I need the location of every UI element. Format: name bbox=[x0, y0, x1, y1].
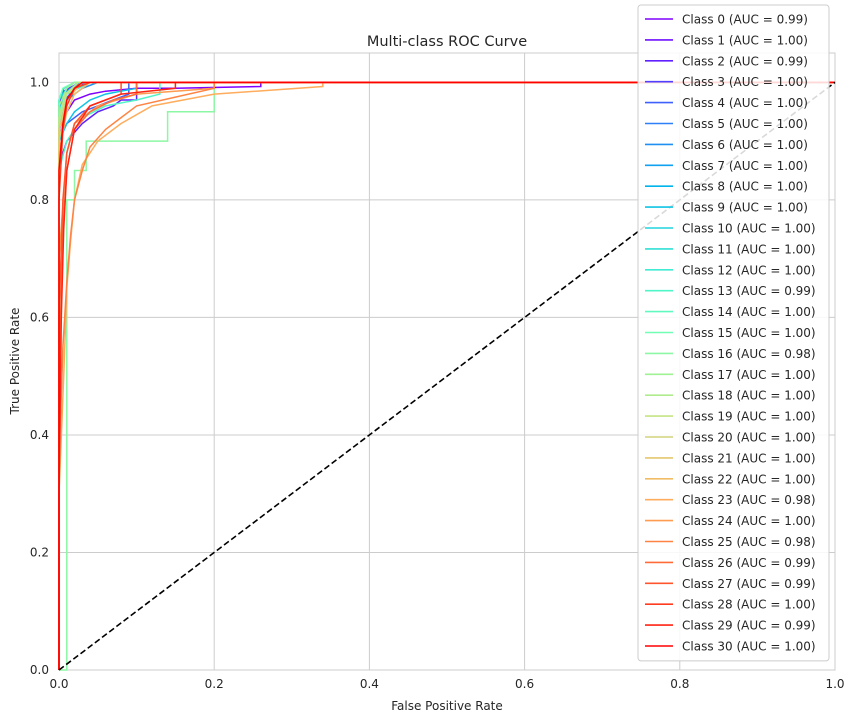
legend-label-class-13: Class 13 (AUC = 0.99) bbox=[682, 284, 816, 298]
legend-label-class-0: Class 0 (AUC = 0.99) bbox=[682, 13, 808, 27]
y-tick-label: 1.0 bbox=[30, 75, 49, 89]
x-tick-label: 0.6 bbox=[515, 677, 534, 691]
legend-label-class-25: Class 25 (AUC = 0.98) bbox=[682, 535, 816, 549]
legend-label-class-5: Class 5 (AUC = 1.00) bbox=[682, 117, 808, 131]
legend-label-class-3: Class 3 (AUC = 1.00) bbox=[682, 75, 808, 89]
y-tick-label: 0.0 bbox=[30, 663, 49, 677]
legend-label-class-2: Class 2 (AUC = 0.99) bbox=[682, 54, 808, 68]
legend-label-class-15: Class 15 (AUC = 1.00) bbox=[682, 326, 816, 340]
legend-box bbox=[637, 4, 830, 662]
legend-label-class-10: Class 10 (AUC = 1.00) bbox=[682, 222, 816, 236]
x-axis-label: False Positive Rate bbox=[391, 699, 503, 713]
legend-label-class-24: Class 24 (AUC = 1.00) bbox=[682, 514, 816, 528]
roc-curve-class-27 bbox=[58, 81, 835, 670]
legend-label-class-6: Class 6 (AUC = 1.00) bbox=[682, 138, 808, 152]
legend-label-class-30: Class 30 (AUC = 1.00) bbox=[682, 640, 816, 654]
legend-label-class-7: Class 7 (AUC = 1.00) bbox=[682, 159, 808, 173]
legend-label-class-12: Class 12 (AUC = 1.00) bbox=[682, 263, 816, 277]
x-tick-label: 0.2 bbox=[205, 677, 224, 691]
legend-label-class-29: Class 29 (AUC = 0.99) bbox=[682, 619, 816, 633]
x-tick-label: 0.0 bbox=[49, 677, 68, 691]
legend-label-class-8: Class 8 (AUC = 1.00) bbox=[682, 180, 808, 194]
legend-label-class-22: Class 22 (AUC = 1.00) bbox=[682, 472, 816, 486]
legend-label-class-1: Class 1 (AUC = 1.00) bbox=[682, 33, 808, 47]
series-layer bbox=[58, 81, 835, 671]
roc-curve-class-25 bbox=[58, 81, 835, 670]
legend-label-class-16: Class 16 (AUC = 0.98) bbox=[682, 347, 816, 361]
y-tick-label: 0.6 bbox=[30, 310, 49, 324]
legend-label-class-4: Class 4 (AUC = 1.00) bbox=[682, 96, 808, 110]
legend-label-class-17: Class 17 (AUC = 1.00) bbox=[682, 368, 816, 382]
chart-title: Multi-class ROC Curve bbox=[367, 34, 527, 50]
legend-label-class-9: Class 9 (AUC = 1.00) bbox=[682, 201, 808, 215]
legend-label-class-11: Class 11 (AUC = 1.00) bbox=[682, 242, 816, 256]
x-tick-label: 0.8 bbox=[670, 677, 689, 691]
y-axis-label: True Positive Rate bbox=[8, 308, 22, 416]
x-tick-label: 0.4 bbox=[360, 677, 379, 691]
y-tick-label: 0.8 bbox=[30, 193, 49, 207]
legend-label-class-20: Class 20 (AUC = 1.00) bbox=[682, 431, 816, 445]
tick-layer: 0.0 0.2 0.4 0.6 0.8 1.0 0.0 0.2 0.4 0.6 0.8 1.0 bbox=[30, 75, 845, 691]
legend: Class 0 (AUC = 0.99) Class 1 (AUC = 1.00)… bbox=[637, 4, 830, 662]
legend-label-class-23: Class 23 (AUC = 0.98) bbox=[682, 493, 816, 507]
legend-label-class-21: Class 21 (AUC = 1.00) bbox=[682, 451, 816, 465]
legend-label-class-14: Class 14 (AUC = 1.00) bbox=[682, 305, 816, 319]
legend-label-class-18: Class 18 (AUC = 1.00) bbox=[682, 389, 816, 403]
roc-curve-class-23 bbox=[58, 81, 835, 670]
legend-label-class-27: Class 27 (AUC = 0.99) bbox=[682, 577, 816, 591]
y-tick-label: 0.2 bbox=[30, 545, 49, 559]
y-tick-label: 0.4 bbox=[30, 428, 49, 442]
x-tick-label: 1.0 bbox=[825, 677, 844, 691]
legend-label-class-28: Class 28 (AUC = 1.00) bbox=[682, 598, 816, 612]
roc-curve-class-30 bbox=[58, 81, 835, 670]
legend-label-class-26: Class 26 (AUC = 0.99) bbox=[682, 556, 816, 570]
legend-label-class-19: Class 19 (AUC = 1.00) bbox=[682, 410, 816, 424]
roc-curve-class-29 bbox=[58, 81, 835, 670]
